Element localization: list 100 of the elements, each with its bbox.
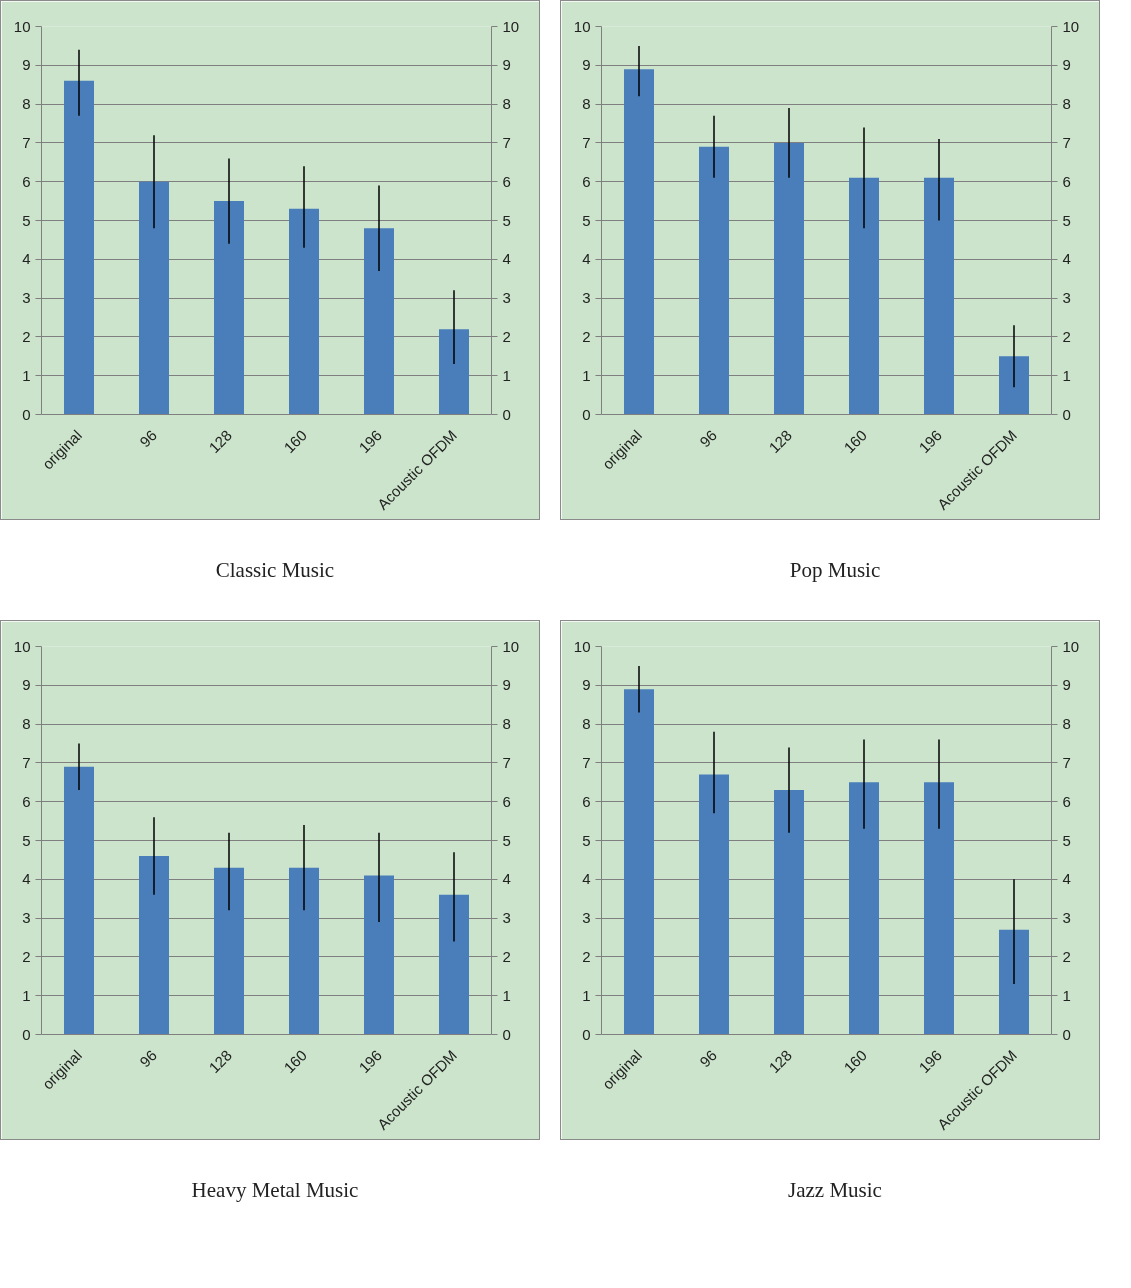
bar (699, 146, 729, 415)
x-tick-label: 96 (696, 1046, 721, 1071)
x-tick-label: 196 (915, 1046, 946, 1077)
y2-tick-label: 7 (502, 753, 511, 771)
y2-tick-label: 3 (1062, 909, 1071, 927)
bar (64, 766, 94, 1035)
y-tick-label: 4 (22, 870, 31, 888)
y2-tick-label: 10 (1062, 637, 1080, 655)
y-tick-label: 2 (22, 947, 31, 965)
y-tick-label: 3 (582, 909, 591, 927)
y-tick-label: 0 (582, 1025, 591, 1043)
x-tick-label: 96 (696, 426, 721, 451)
y2-tick-label: 10 (502, 17, 520, 35)
y-tick-label: 9 (582, 676, 591, 694)
x-tick-label: 160 (840, 1046, 871, 1077)
y-tick-label: 2 (22, 327, 31, 345)
y-tick-label: 7 (22, 133, 31, 151)
y-tick-label: 4 (582, 870, 591, 888)
x-tick-label: 160 (840, 426, 871, 457)
y2-tick-label: 7 (1062, 753, 1071, 771)
bar (849, 177, 879, 415)
y2-tick-label: 8 (502, 95, 511, 113)
bar (214, 867, 244, 1035)
bar (849, 782, 879, 1035)
y2-tick-label: 1 (1062, 986, 1071, 1004)
y2-tick-label: 8 (1062, 715, 1071, 733)
bar (364, 875, 394, 1035)
bar (139, 856, 169, 1035)
x-tick-label: 196 (355, 1046, 386, 1077)
text: Classic Music (215, 557, 335, 584)
bar (699, 774, 729, 1035)
y-tick-label: 9 (582, 56, 591, 74)
bar (439, 894, 469, 1035)
y-tick-label: 9 (22, 676, 31, 694)
bar (289, 867, 319, 1035)
y2-tick-label: 8 (502, 715, 511, 733)
y2-tick-label: 6 (502, 792, 511, 810)
bar (364, 228, 394, 415)
x-tick-label: 196 (355, 426, 386, 457)
y-tick-label: 0 (582, 405, 591, 423)
y-tick-label: 4 (22, 250, 31, 268)
y2-tick-label: 0 (1062, 405, 1071, 423)
y2-tick-label: 9 (1062, 56, 1071, 74)
bar (774, 142, 804, 415)
y-tick-label: 0 (22, 405, 31, 423)
y-tick-label: 6 (582, 792, 591, 810)
y-tick-label: 6 (582, 172, 591, 190)
bar (289, 208, 319, 415)
y2-tick-label: 1 (502, 986, 511, 1004)
y2-tick-label: 1 (502, 366, 511, 384)
y-tick-label: 3 (582, 289, 591, 307)
y2-tick-label: 2 (502, 327, 511, 345)
y2-tick-label: 5 (502, 831, 511, 849)
y2-tick-label: 4 (1062, 870, 1071, 888)
y-tick-label: 6 (22, 792, 31, 810)
y-tick-label: 10 (13, 637, 31, 655)
bar (999, 929, 1029, 1035)
bar (139, 181, 169, 415)
y-tick-label: 0 (22, 1025, 31, 1043)
x-tick-label: 128 (765, 1046, 796, 1077)
y2-tick-label: 8 (1062, 95, 1071, 113)
y2-tick-label: 5 (502, 211, 511, 229)
y2-tick-label: 0 (502, 405, 511, 423)
y2-tick-label: 4 (502, 870, 511, 888)
y2-tick-label: 0 (502, 1025, 511, 1043)
y-tick-label: 5 (582, 831, 591, 849)
y-tick-label: 5 (582, 211, 591, 229)
y2-tick-label: 2 (1062, 947, 1071, 965)
y-tick-label: 9 (22, 56, 31, 74)
y-tick-label: 7 (582, 753, 591, 771)
x-tick-label: 128 (205, 426, 236, 457)
y2-tick-label: 5 (1062, 831, 1071, 849)
y-tick-label: 8 (582, 715, 591, 733)
x-tick-label: 96 (136, 1046, 161, 1071)
y2-tick-label: 6 (502, 172, 511, 190)
y2-tick-label: 7 (502, 133, 511, 151)
y-tick-label: 3 (22, 289, 31, 307)
y2-tick-label: 6 (1062, 172, 1071, 190)
bar (924, 782, 954, 1035)
y2-tick-label: 4 (1062, 250, 1071, 268)
y-tick-label: 2 (582, 327, 591, 345)
y2-tick-label: 10 (502, 637, 520, 655)
x-tick-label: 196 (915, 426, 946, 457)
y2-tick-label: 5 (1062, 211, 1071, 229)
y2-tick-label: 10 (1062, 17, 1080, 35)
y-tick-label: 8 (582, 95, 591, 113)
y-tick-label: 10 (573, 637, 591, 655)
y2-tick-label: 3 (502, 909, 511, 927)
y-tick-label: 1 (22, 986, 31, 1004)
y2-tick-label: 4 (502, 250, 511, 268)
bar (999, 356, 1029, 415)
y-tick-label: 3 (22, 909, 31, 927)
y2-tick-label: 9 (502, 56, 511, 74)
y2-tick-label: 6 (1062, 792, 1071, 810)
y2-tick-label: 7 (1062, 133, 1071, 151)
bar (214, 201, 244, 415)
y2-tick-label: 1 (1062, 366, 1071, 384)
y2-tick-label: 3 (502, 289, 511, 307)
y2-tick-label: 2 (1062, 327, 1071, 345)
x-tick-label: 96 (136, 426, 161, 451)
